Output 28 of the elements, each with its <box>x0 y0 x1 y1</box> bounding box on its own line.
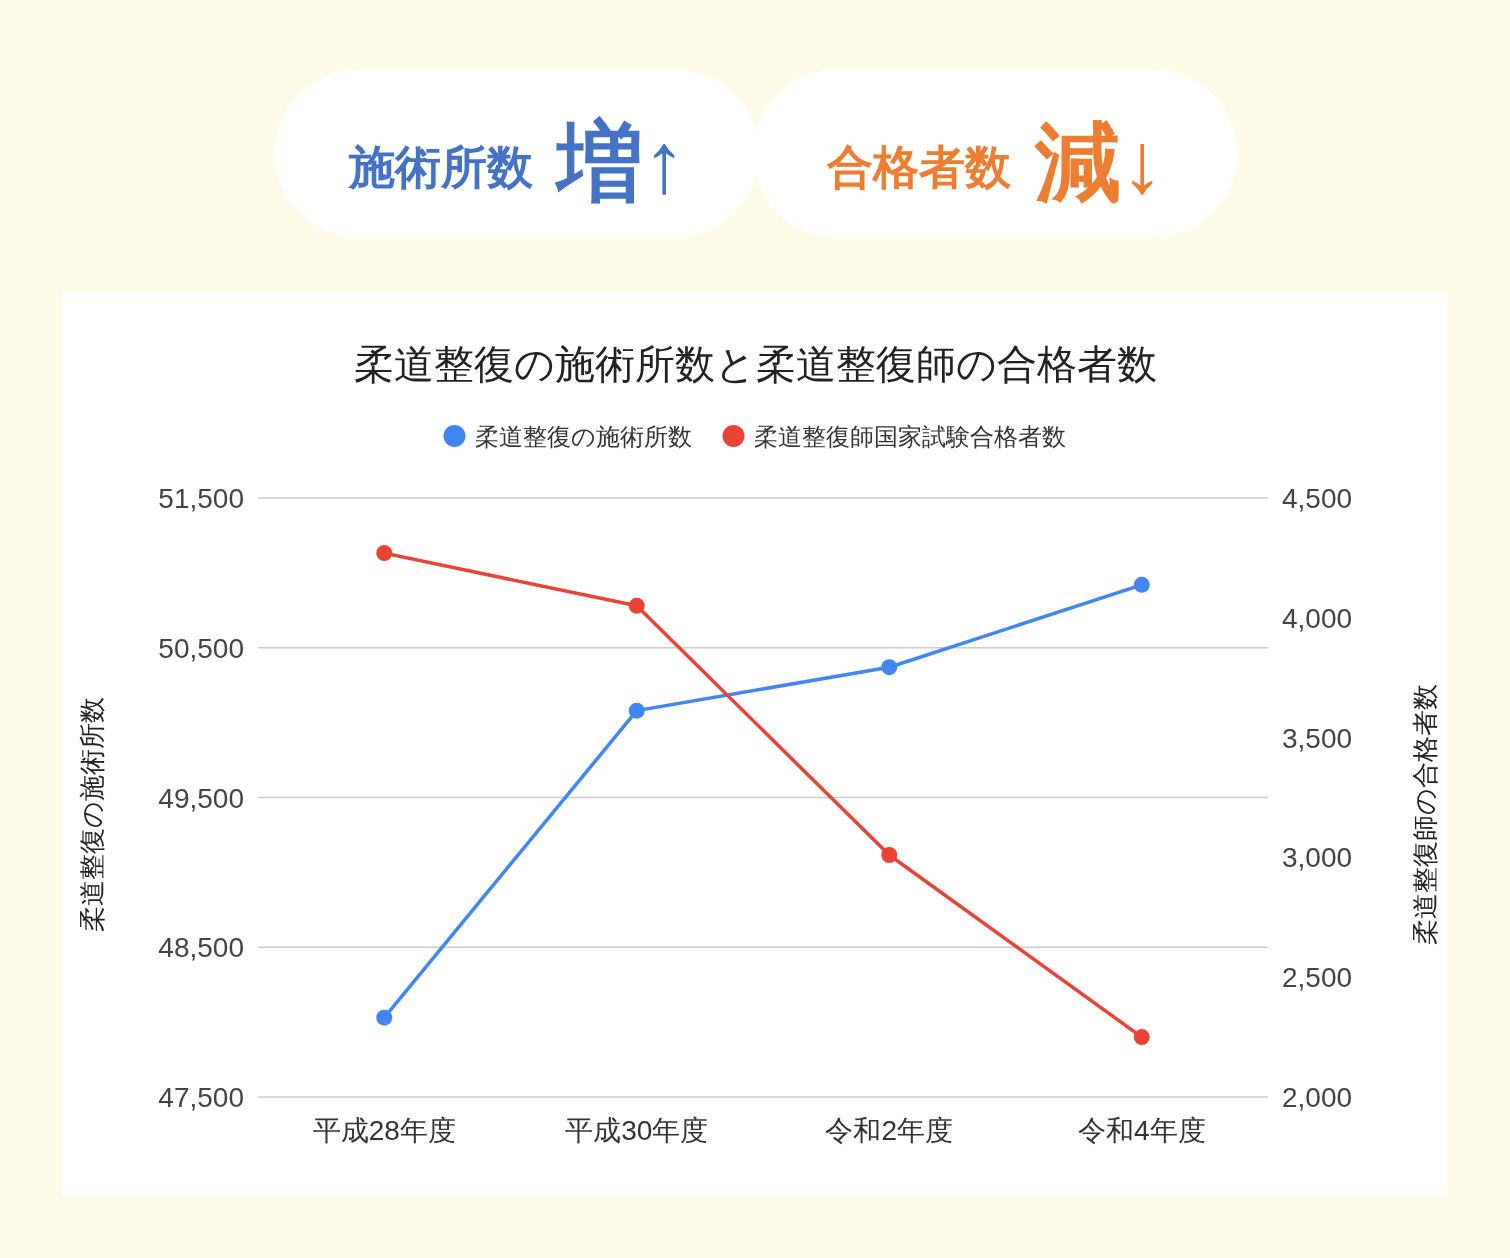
title: 柔道整復の施術所数と柔道整復師の合格者数 <box>353 342 1157 386</box>
y2-tick-label: 4,000 <box>1282 602 1353 634</box>
y-tick-label: 50,500 <box>158 632 244 664</box>
ylabel: 柔道整復の施術所数 <box>77 696 107 932</box>
legend-label: 柔道整復の施術所数 <box>474 423 692 450</box>
point <box>881 847 898 863</box>
y2-tick-label: 3,000 <box>1282 842 1353 874</box>
y-tick-label: 47,500 <box>158 1082 244 1113</box>
point <box>628 702 645 719</box>
x-tick-label: 平成28年度 <box>312 1115 456 1146</box>
y2-tick-label: 4,500 <box>1282 483 1353 514</box>
point <box>881 659 898 676</box>
y2-tick-label: 2,500 <box>1282 962 1353 994</box>
y-tick-label: 49,500 <box>158 782 244 814</box>
y2-tick-label: 2,000 <box>1282 1082 1353 1113</box>
point <box>376 545 393 562</box>
point <box>1133 1029 1150 1046</box>
x-tick-label: 令和4年度 <box>1077 1115 1206 1146</box>
x-tick-label: 平成30年度 <box>565 1115 709 1146</box>
y-tick-label: 48,500 <box>158 932 244 964</box>
x-tick-label: 令和2年度 <box>825 1115 954 1146</box>
point <box>1133 576 1150 593</box>
y2label: 柔道整復師の合格者数 <box>1410 683 1440 945</box>
legend-label: 柔道整復師国家試験合格者数 <box>753 423 1066 450</box>
y-tick-label: 51,500 <box>158 483 244 514</box>
point <box>628 597 645 614</box>
point <box>376 1009 393 1026</box>
y2-tick-label: 3,500 <box>1282 722 1353 754</box>
